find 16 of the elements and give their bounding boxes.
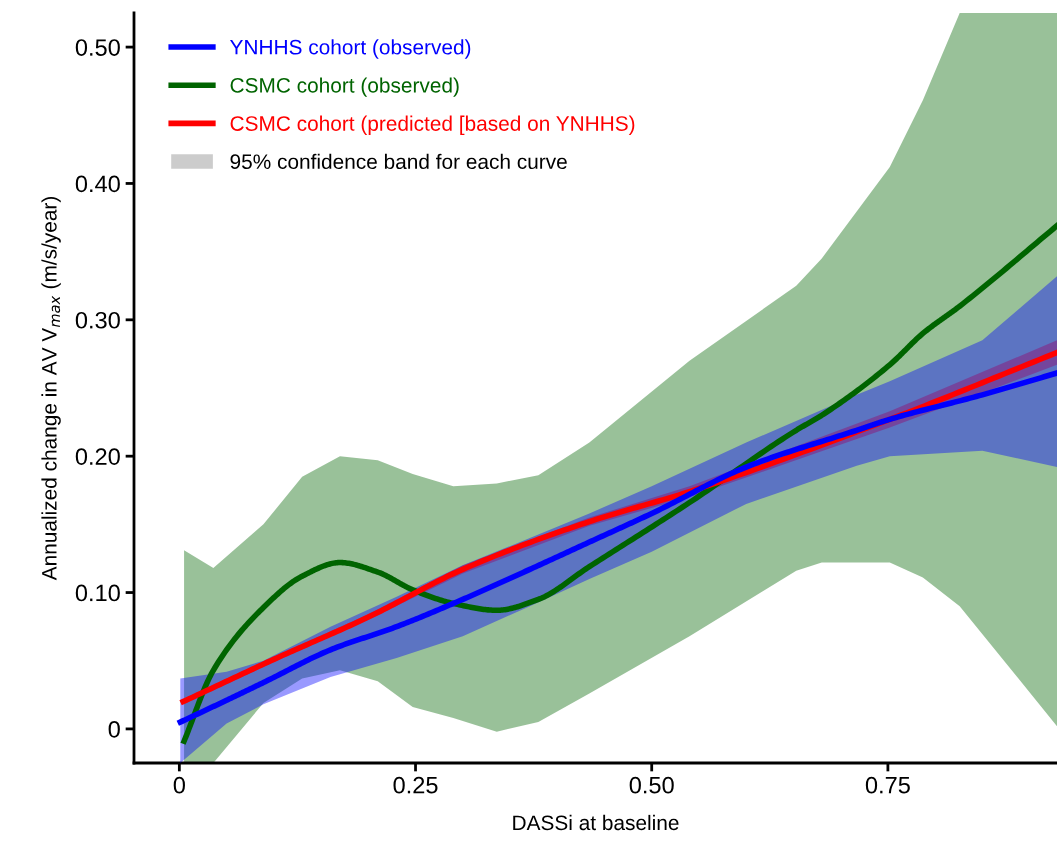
y-tick-label: 0.10 (75, 584, 120, 602)
y-tick-label: 0.20 (75, 448, 120, 465)
legend-label: CSMC cohort (predicted [based on YNHHS) (230, 115, 635, 136)
x-tick-label: 0.50 (629, 776, 674, 794)
y-tick-label: 0.30 (75, 311, 120, 329)
x-tick-label: 0 (173, 776, 185, 794)
legend-label: CSMC cohort (observed) (230, 77, 459, 97)
y-tick-label: 0.50 (75, 39, 120, 56)
x-tick-label: 0.25 (393, 776, 438, 794)
legend-label: YNHHS cohort (observed) (230, 39, 471, 59)
y-axis-title: Annualized change in AV V$_{max}$ (m/s/year) (41, 197, 61, 581)
y-tick-label: 0 (108, 720, 120, 738)
y-tick-label: 0.40 (75, 175, 120, 193)
x-axis-title: DASSi at baseline (513, 814, 679, 831)
annotation: 95% confidence band for each curve (230, 153, 567, 170)
x-tick-label: 0.75 (865, 776, 910, 794)
